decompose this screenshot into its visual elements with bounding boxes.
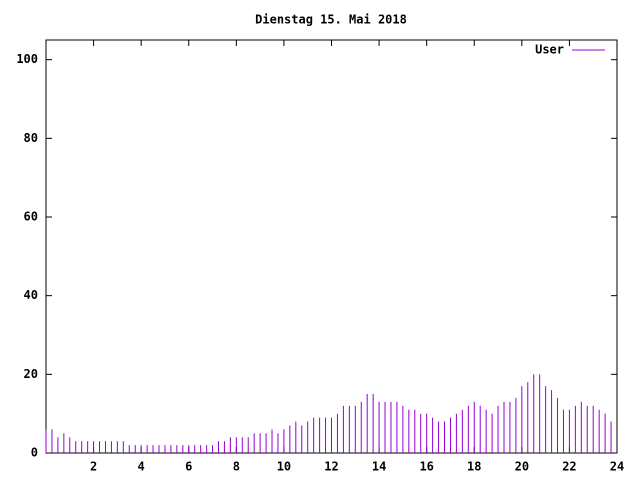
x-tick-label: 2 bbox=[90, 460, 97, 474]
x-tick-label: 6 bbox=[185, 460, 192, 474]
y-tick-label: 100 bbox=[16, 52, 38, 66]
y-tick-label: 80 bbox=[24, 131, 38, 145]
legend-label: User bbox=[535, 43, 564, 57]
y-tick-label: 20 bbox=[24, 367, 38, 381]
x-tick-label: 8 bbox=[233, 460, 240, 474]
y-tick-label: 40 bbox=[24, 288, 38, 302]
x-tick-label: 24 bbox=[610, 460, 624, 474]
x-tick-label: 14 bbox=[372, 460, 386, 474]
x-tick-label: 20 bbox=[515, 460, 529, 474]
x-tick-label: 10 bbox=[277, 460, 291, 474]
x-tick-label: 16 bbox=[419, 460, 433, 474]
x-tick-label: 12 bbox=[324, 460, 338, 474]
y-tick-label: 0 bbox=[31, 446, 38, 460]
plot-frame bbox=[45, 39, 618, 454]
x-tick-label: 18 bbox=[467, 460, 481, 474]
x-tick-label: 4 bbox=[138, 460, 145, 474]
chart-title: Dienstag 15. Mai 2018 bbox=[255, 13, 407, 27]
x-tick-label: 22 bbox=[562, 460, 576, 474]
y-tick-label: 60 bbox=[24, 210, 38, 224]
